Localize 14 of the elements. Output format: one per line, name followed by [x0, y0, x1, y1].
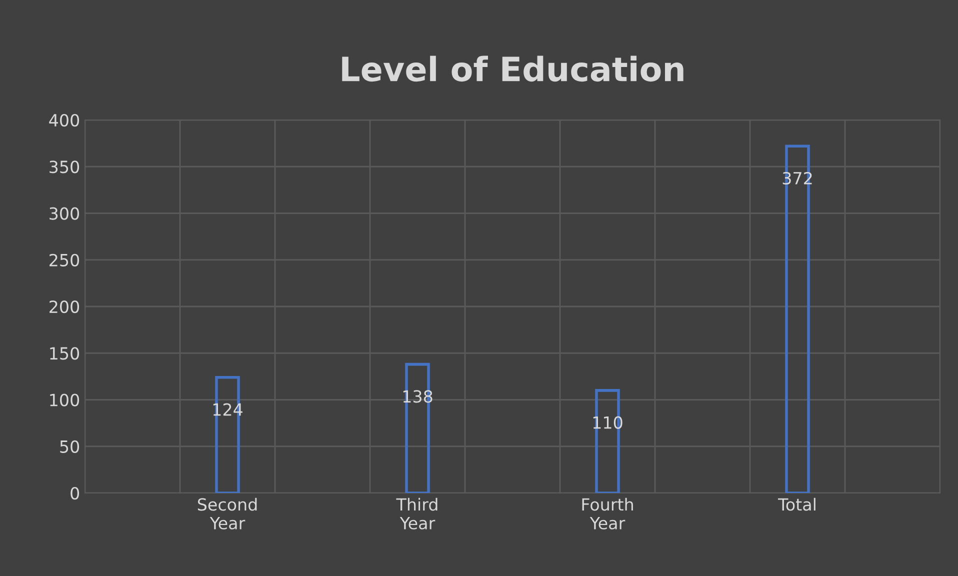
- y-tick-label: 300: [50, 207, 80, 220]
- x-tick-label: Total: [778, 498, 816, 511]
- y-tick-label: 250: [50, 254, 80, 266]
- y-tick-label: 150: [50, 347, 80, 360]
- y-tick-label: 200: [50, 300, 80, 314]
- x-tick-label: Third Year: [396, 498, 438, 530]
- y-tick-label: 50: [60, 440, 80, 453]
- x-tick-label: Fourth Year: [582, 498, 633, 530]
- y-tick-label: 100: [50, 394, 80, 406]
- y-tick-label: 350: [50, 160, 80, 174]
- x-tick-label: Second Year: [198, 498, 257, 530]
- y-tick-label: 400: [49, 114, 80, 127]
- y-tick-label: 0: [70, 486, 80, 500]
- chart-title: Level of Education: [342, 56, 684, 82]
